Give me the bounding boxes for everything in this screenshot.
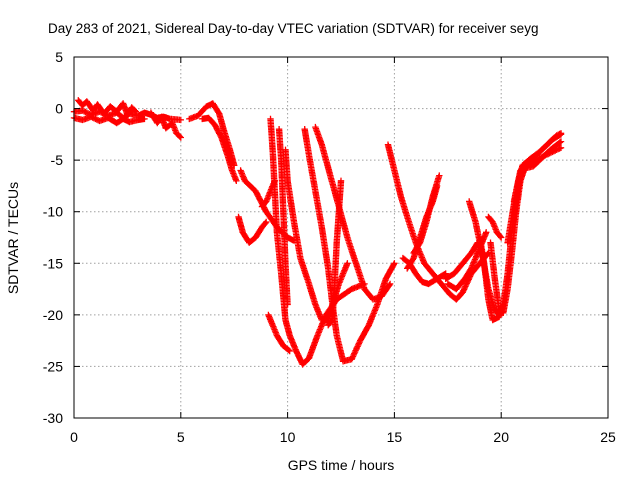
x-tick-label: 25 [600, 429, 616, 445]
x-tick-label: 10 [280, 429, 296, 445]
series-markers [199, 114, 240, 184]
series-arc-2 [199, 114, 240, 184]
series-markers [404, 182, 441, 272]
series-branch-19-5 [485, 213, 505, 241]
series-steep-fall-9-6 [275, 126, 291, 308]
chart-title: Day 283 of 2021, Sidereal Day-to-day VTE… [48, 21, 538, 36]
series-early-dip [147, 109, 184, 141]
plot-frame [73, 56, 609, 419]
series-markers [510, 130, 565, 205]
x-axis-label: GPS time / hours [288, 457, 395, 473]
grid [74, 57, 608, 418]
series-dip-near-8h [235, 213, 270, 246]
y-tick-label: 5 [55, 49, 63, 65]
series-branch-9-1 [265, 311, 293, 355]
y-tick-label: -5 [51, 152, 64, 168]
series-arc-1 [186, 100, 238, 169]
series-pre-dawn-wiggle [75, 97, 140, 118]
series-markers [235, 213, 270, 246]
series-recovery-20-6 [510, 130, 565, 205]
x-tick-label: 5 [177, 429, 185, 445]
series-markers [275, 126, 291, 308]
series-markers [485, 213, 505, 241]
x-tick-label: 15 [387, 429, 403, 445]
y-tick-label: -10 [43, 204, 63, 220]
y-axis-label: SDTVAR / TECUs [5, 182, 21, 294]
y-tick-label: -25 [43, 358, 63, 374]
series-markers [325, 177, 345, 329]
y-tick-label: -20 [43, 307, 63, 323]
series-markers [399, 254, 449, 288]
series-dip-15-5 [399, 254, 449, 288]
y-tick-label: 0 [55, 101, 63, 117]
series-rise-17-4 [442, 239, 481, 282]
series-markers [147, 109, 184, 141]
x-tick-label: 0 [70, 429, 78, 445]
axis-ticks: 0 5 10 15 20 25 5 0 -5 -10 -15 -20 -25 -30 [43, 49, 616, 445]
series-markers [265, 311, 293, 355]
series-markers [186, 100, 238, 169]
series-markers [442, 239, 481, 282]
y-tick-label: -15 [43, 255, 63, 271]
series-markers [75, 97, 140, 118]
series-recovery-near-12-5 [325, 177, 345, 329]
series-rise-15-6 [404, 182, 441, 272]
x-tick-label: 20 [493, 429, 509, 445]
y-tick-label: -30 [43, 410, 63, 426]
